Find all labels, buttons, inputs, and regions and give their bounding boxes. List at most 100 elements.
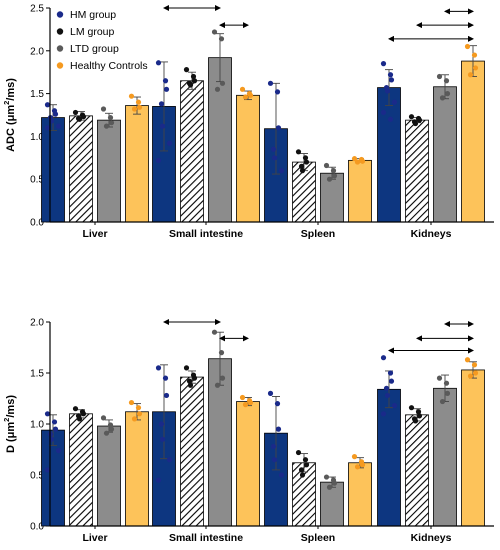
point-lm (408, 405, 415, 411)
bar-hc (461, 369, 485, 527)
point-hm (267, 390, 274, 396)
y-tick-label: 0.0 (30, 522, 44, 533)
category-label: Liver (82, 532, 107, 544)
bar-ltd (320, 481, 344, 527)
point-lm (303, 159, 310, 165)
point-hc (242, 94, 249, 100)
bar-ltd (97, 119, 121, 223)
point-lm (190, 73, 197, 80)
point-hm (44, 125, 51, 131)
bar-hm (41, 117, 65, 223)
bar-lm (69, 115, 93, 223)
point-ltd (108, 120, 115, 126)
point-lm (76, 416, 83, 422)
point-hc (351, 156, 358, 162)
y-axis-label-superscript: 2 (2, 418, 11, 422)
point-hm (380, 61, 387, 67)
bar-lm (405, 119, 429, 223)
category-label: Kidneys (411, 532, 452, 544)
legend-marker-ltd (56, 45, 64, 52)
point-hm (278, 168, 285, 174)
point-hm (52, 426, 59, 432)
point-hc (128, 399, 135, 406)
point-lm (72, 406, 79, 412)
point-hc (128, 93, 135, 99)
point-ltd (103, 123, 110, 129)
point-hm (159, 123, 166, 129)
point-hm (163, 86, 170, 92)
y-tick-label: 0.5 (30, 471, 44, 482)
point-lm (187, 82, 194, 88)
point-hm (391, 99, 398, 105)
y-tick-label: 2.5 (30, 4, 44, 15)
bar-lm (69, 413, 93, 527)
bar-lm (180, 376, 204, 527)
point-hm (158, 421, 165, 427)
point-ltd (214, 382, 221, 388)
point-hm (166, 140, 173, 146)
point-lm (408, 114, 415, 120)
point-hm (271, 457, 278, 463)
point-lm (416, 413, 423, 419)
point-hc (135, 99, 142, 105)
bar-hc (348, 159, 372, 223)
point-lm (412, 120, 419, 127)
y-axis-label-tail: /ms) (5, 395, 17, 418)
point-hm (278, 472, 285, 478)
y-axis-label-main: ADC (μm (5, 105, 17, 152)
point-ltd (330, 168, 337, 174)
point-hm (55, 447, 62, 454)
bar-ltd (208, 57, 232, 223)
point-hm (275, 125, 282, 131)
point-hc (472, 370, 479, 376)
bar-hc (461, 60, 485, 223)
point-ltd (436, 73, 443, 80)
point-hc (247, 92, 254, 98)
point-ltd (219, 80, 226, 86)
point-hc (136, 411, 143, 417)
point-hc (472, 65, 479, 71)
bar-hm (377, 87, 401, 223)
legend-marker-hm (56, 11, 64, 18)
point-hm (274, 401, 281, 407)
point-hc (464, 43, 471, 50)
point-hc (135, 405, 142, 411)
point-hm (275, 426, 282, 432)
point-lm (303, 462, 310, 468)
point-ltd (331, 480, 338, 486)
point-ltd (443, 78, 450, 84)
legend-label-hc: Healthy Controls (70, 60, 148, 72)
point-hc (359, 462, 366, 468)
point-lm (191, 78, 198, 84)
point-ltd (211, 29, 218, 35)
point-lm (191, 375, 198, 381)
point-lm (295, 449, 302, 456)
point-lm (415, 409, 422, 415)
y-tick-label: 0.0 (30, 218, 44, 229)
point-ltd (107, 422, 114, 428)
point-lm (187, 382, 194, 388)
point-lm (412, 418, 419, 424)
legend-label-lm: LM group (70, 26, 115, 38)
point-hm (270, 146, 277, 152)
point-lm (299, 472, 306, 478)
point-hm (44, 411, 51, 417)
point-lm (295, 149, 302, 155)
point-lm (299, 168, 306, 174)
point-hm (380, 411, 387, 417)
point-hm (384, 392, 391, 399)
y-tick-label: 1.0 (30, 420, 44, 431)
point-hm (380, 355, 387, 361)
point-hc (242, 402, 249, 408)
point-hc (464, 357, 471, 363)
adc-panel: 0.0 0.5 1.0 1.5 2.0 2.5 ADC (μm2/ms) Liver Small… (2, 4, 494, 240)
point-lm (80, 114, 87, 120)
point-hm (270, 443, 277, 450)
point-hm (387, 116, 394, 122)
legend-label-hm: HM group (70, 9, 116, 21)
point-hm (384, 88, 391, 94)
point-hm (267, 80, 274, 86)
point-hc (471, 362, 478, 368)
point-lm (298, 163, 305, 169)
